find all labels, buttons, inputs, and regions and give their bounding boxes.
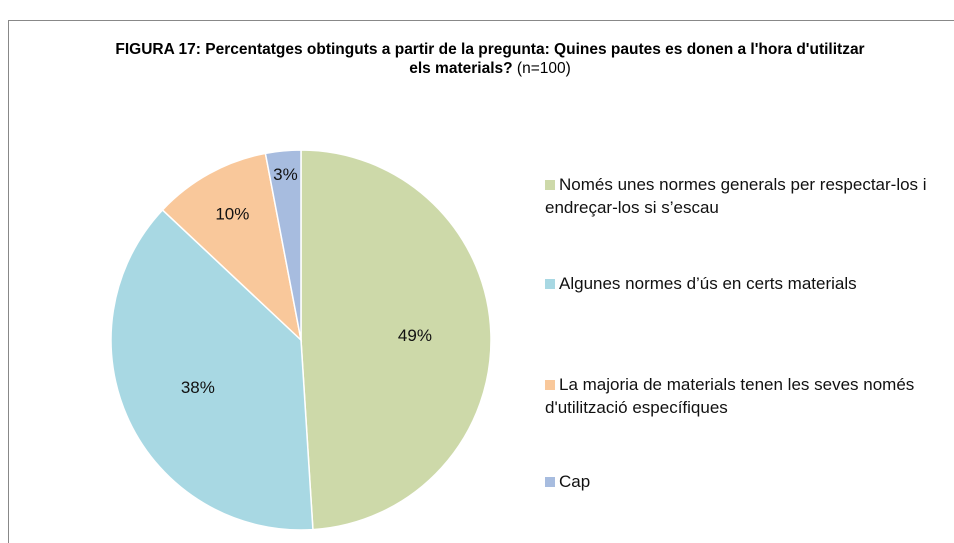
data-label: 49% <box>398 326 432 345</box>
data-label: 38% <box>181 378 215 397</box>
legend-swatch <box>545 477 555 487</box>
legend-entry: Només unes normes generals per respectar… <box>545 173 945 219</box>
legend-swatch <box>545 180 555 190</box>
legend-entry: Algunes normes d’ús en certs materials <box>545 272 945 295</box>
legend-label: Només unes normes generals per respectar… <box>545 175 927 217</box>
data-label: 3% <box>273 165 298 184</box>
chart-title-block: FIGURA 17: Percentatges obtinguts a part… <box>110 40 870 78</box>
legend-label: Algunes normes d’ús en certs materials <box>559 274 857 293</box>
legend-swatch <box>545 380 555 390</box>
legend-entry: La majoria de materials tenen les seves … <box>545 373 945 419</box>
legend-entry: Cap <box>545 470 945 493</box>
legend-label: La majoria de materials tenen les seves … <box>545 375 915 417</box>
data-label: 10% <box>215 205 249 224</box>
pie-slice <box>110 208 314 531</box>
pie-slice <box>264 149 302 341</box>
chart-title: FIGURA 17: Percentatges obtinguts a part… <box>115 41 865 77</box>
pie-slice <box>300 149 492 531</box>
legend-swatch <box>545 279 555 289</box>
chart-frame <box>8 20 954 543</box>
chart-subtitle: (n=100) <box>516 60 571 77</box>
pie-slice <box>161 152 303 343</box>
legend-label: Cap <box>559 472 591 491</box>
